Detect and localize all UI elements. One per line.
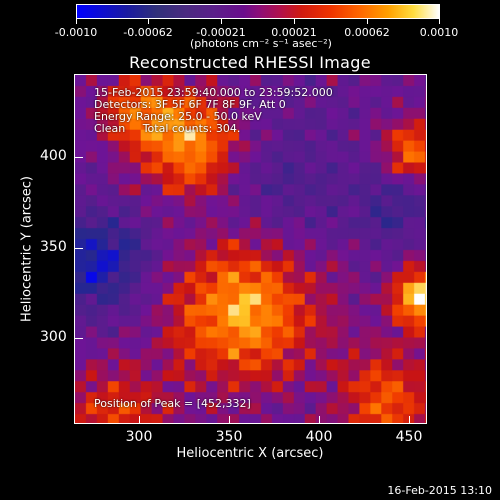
info-detectors: Detectors: 3F 5F 6F 7F 8F 9F, Att 0 (94, 98, 286, 111)
x-axis-tick (139, 416, 140, 424)
y-tick-label: 350 (40, 239, 67, 255)
info-time-range: 15-Feb-2015 23:59:40.000 to 23:59:52.000 (94, 86, 333, 99)
x-axis-tick (229, 416, 230, 424)
info-energy-range: Energy Range: 25.0 - 50.0 keV (94, 110, 262, 123)
colorbar-tickmark (367, 19, 368, 24)
y-axis-tick (75, 248, 83, 249)
colorbar-tickmark (294, 19, 295, 24)
y-axis-tick (75, 157, 83, 158)
x-tick-label: 350 (215, 429, 243, 445)
x-axis-tick (409, 416, 410, 424)
info-peak-position: Position of Peak = [452,332] (94, 397, 251, 410)
rhessi-image (75, 75, 426, 423)
colorbar-tick-label: 0.00062 (344, 26, 390, 39)
colorbar-tick-label: -0.0010 (54, 26, 98, 39)
colorbar (76, 4, 440, 19)
colorbar-tickmark (148, 19, 149, 24)
x-axis-tick (319, 416, 320, 424)
x-axis-label: Heliocentric X (arcsec) (176, 446, 324, 461)
info-method: Clean Total counts: 304. (94, 122, 241, 135)
generated-timestamp: 16-Feb-2015 13:10 (387, 484, 492, 497)
colorbar-tickmark (439, 19, 440, 24)
colorbar-tick-label: 0.00021 (271, 26, 317, 39)
colorbar-tickmark (221, 19, 222, 24)
colorbar-units: (photons cm⁻² s⁻¹ asec⁻²) (190, 37, 332, 50)
plot-title: Reconstructed RHESSI Image (129, 53, 371, 72)
image-plot: 15-Feb-2015 23:59:40.000 to 23:59:52.000… (74, 74, 427, 424)
colorbar-tick-label: -0.00021 (196, 26, 246, 39)
x-tick-label: 400 (305, 429, 333, 445)
x-tick-label: 300 (125, 429, 153, 445)
y-axis-tick (75, 338, 83, 339)
x-tick-label: 450 (395, 429, 423, 445)
colorbar-tick-label: -0.00062 (123, 26, 173, 39)
y-axis-label: Heliocentric Y (arcsec) (19, 176, 35, 322)
y-tick-label: 300 (40, 329, 67, 345)
colorbar-tickmark (76, 19, 77, 24)
colorbar-tick-label: 0.0010 (419, 26, 459, 39)
y-tick-label: 400 (40, 148, 67, 164)
